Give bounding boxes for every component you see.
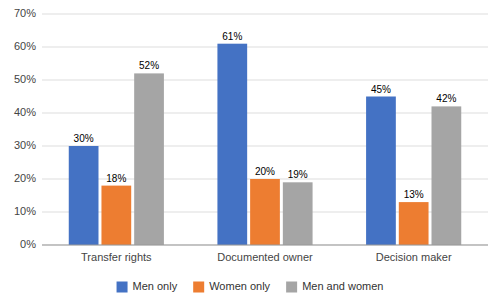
grid-line	[42, 113, 488, 114]
y-tick-label: 40%	[14, 106, 36, 118]
x-tick-label: Transfer rights	[81, 251, 152, 263]
y-tick-label: 20%	[14, 172, 36, 184]
bars	[69, 44, 461, 245]
legend-item: Men only	[117, 280, 178, 293]
y-tick-label: 30%	[14, 139, 36, 151]
x-axis-line	[42, 245, 488, 246]
grid-line	[42, 80, 488, 81]
grid-line	[42, 14, 488, 15]
x-tick-labels: Transfer rights Documented owner Decision …	[81, 251, 452, 263]
data-label: 20%	[255, 166, 275, 177]
legend-swatch	[117, 282, 128, 293]
data-labels: 30% 61% 45% 18% 20% 13% 52% 19% 42%	[74, 31, 457, 200]
legend-item: Women only	[193, 280, 270, 293]
chart: 0% 10% 20% 30% 40% 50% 60% 70% 30% 61% 45% 18% 20% 13…	[0, 0, 500, 303]
data-label: 18%	[106, 173, 126, 184]
y-tick-label: 60%	[14, 40, 36, 52]
data-label: 30%	[74, 133, 94, 144]
data-label: 61%	[222, 31, 242, 42]
data-label: 13%	[404, 189, 424, 200]
grid	[42, 14, 488, 245]
bar	[399, 202, 429, 245]
bar	[101, 186, 131, 245]
y-tick-label: 0%	[20, 238, 36, 250]
data-label: 45%	[371, 84, 391, 95]
y-tick-labels: 0% 10% 20% 30% 40% 50% 60% 70%	[14, 7, 36, 250]
grid-line	[42, 245, 488, 246]
bar	[366, 97, 396, 246]
legend-item: Men and women	[286, 280, 383, 293]
bar	[250, 179, 280, 245]
grid-line	[42, 146, 488, 147]
legend-swatch	[193, 282, 204, 293]
data-label: 52%	[139, 60, 159, 71]
grid-line	[42, 47, 488, 48]
x-tick-label: Decision maker	[376, 251, 452, 263]
legend-label: Men only	[133, 280, 178, 292]
y-tick-label: 10%	[14, 205, 36, 217]
y-tick-label: 50%	[14, 73, 36, 85]
bar	[432, 106, 462, 245]
bar	[283, 182, 313, 245]
data-label: 19%	[288, 169, 308, 180]
legend-label: Women only	[209, 280, 270, 292]
x-tick-label: Documented owner	[217, 251, 313, 263]
bar	[217, 44, 247, 245]
legend-swatch	[286, 282, 297, 293]
data-label: 42%	[436, 93, 456, 104]
bar	[69, 146, 99, 245]
legend: Men only Women only Men and women	[117, 280, 384, 293]
bar	[134, 73, 164, 245]
y-tick-label: 70%	[14, 7, 36, 19]
legend-label: Men and women	[302, 280, 383, 292]
